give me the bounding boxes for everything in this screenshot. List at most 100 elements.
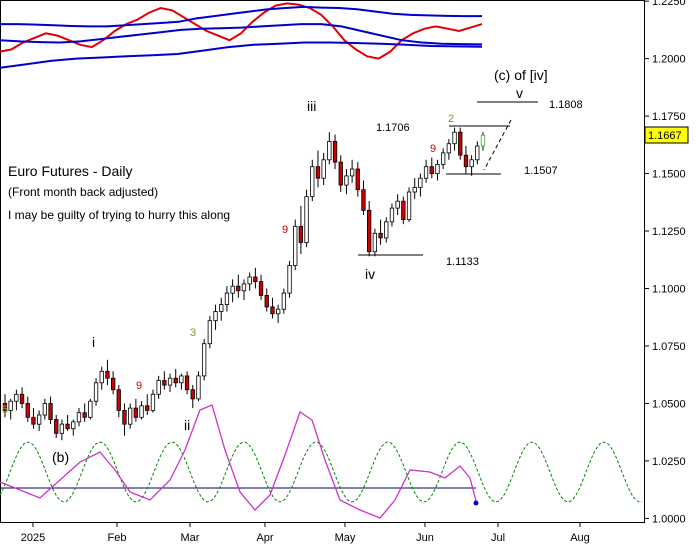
candle	[264, 288, 269, 312]
candle	[475, 141, 480, 165]
candle	[389, 203, 395, 227]
candle	[458, 127, 463, 160]
level-label-1507: 1.1507	[524, 165, 558, 177]
y-tick-label: 1.2000	[652, 54, 686, 66]
candle	[384, 217, 389, 243]
cycle-momentum-line	[0, 404, 477, 519]
candle	[42, 398, 47, 420]
wave-label-v: v	[516, 85, 523, 101]
candle	[401, 196, 406, 225]
wave-label-iv: iv	[365, 266, 375, 282]
candle	[270, 297, 275, 319]
candle	[423, 159, 429, 183]
cycle-endpoint-dot	[473, 500, 479, 506]
count-9-feb: 9	[136, 380, 142, 392]
candle	[105, 359, 110, 386]
candle	[355, 162, 360, 197]
candle	[190, 385, 195, 409]
candle	[241, 279, 247, 301]
note-hurry: I may be guilty of trying to hurry this …	[8, 208, 230, 222]
candle	[366, 201, 372, 257]
candle	[446, 139, 452, 160]
count-3: 3	[190, 327, 196, 339]
candle	[332, 134, 338, 169]
candle	[196, 371, 201, 402]
y-tick-label: 1.0000	[652, 513, 686, 525]
band-envelope-line	[0, 5, 482, 28]
y-tick-label: 1.1750	[652, 111, 686, 123]
y-tick-label: 1.1000	[652, 284, 686, 296]
cycle-projection-line	[0, 441, 643, 503]
wave-label-i: i	[92, 334, 95, 350]
candle	[48, 396, 53, 425]
candle	[122, 403, 127, 436]
candle	[327, 132, 332, 165]
candle	[14, 389, 19, 411]
candle	[287, 260, 292, 298]
note-front-month: (Front month back adjusted)	[8, 185, 158, 199]
candle	[65, 414, 70, 432]
level-label-1808: 1.1808	[549, 99, 583, 111]
x-tick-label: Jul	[491, 532, 505, 544]
candle	[469, 155, 474, 176]
candle	[59, 419, 64, 441]
candle	[219, 297, 224, 321]
y-tick-label: 1.1500	[652, 169, 686, 181]
candle	[258, 274, 264, 301]
candle	[213, 304, 218, 330]
candle	[139, 401, 144, 420]
candle	[201, 339, 207, 381]
wave-label-c-of-iv: (c) of [iv]	[494, 67, 548, 83]
level-label-1133: 1.1133	[446, 256, 479, 268]
candlesticks	[2, 127, 486, 441]
candle	[440, 148, 446, 169]
candle	[452, 127, 457, 151]
candle	[418, 173, 423, 197]
candle	[173, 368, 178, 388]
candle	[372, 228, 378, 257]
candle	[412, 178, 417, 199]
candle	[184, 371, 190, 395]
candle	[321, 152, 326, 186]
count-5: 5	[2, 404, 8, 416]
candle	[224, 286, 230, 312]
candle	[435, 159, 440, 181]
candle	[82, 403, 87, 422]
candle	[8, 398, 13, 420]
candle	[281, 288, 287, 314]
candle	[480, 132, 486, 151]
cycle-oscillator	[0, 404, 643, 519]
candle	[293, 219, 298, 271]
candle	[25, 396, 30, 422]
band-indicator	[0, 2, 483, 69]
candle	[150, 389, 156, 413]
candle	[145, 394, 150, 415]
candle	[37, 410, 42, 432]
candle	[93, 378, 99, 406]
candle	[310, 159, 315, 202]
candle	[179, 373, 184, 390]
candle	[111, 371, 116, 395]
candle	[54, 414, 59, 438]
wave-label-iii: iii	[307, 98, 316, 114]
candle	[31, 408, 36, 429]
candle	[133, 398, 139, 422]
candle	[361, 180, 366, 215]
y-axis-ticks: 1.2250 1.2000 1.1750 1.1500 1.1250 1.1000 1.07…	[644, 0, 686, 525]
last-price-box	[644, 126, 689, 144]
candle	[162, 371, 167, 390]
count-9-jun: 9	[430, 143, 436, 155]
x-axis-labels: 2025 Feb Mar Apr May Jun Jul Aug	[21, 523, 590, 544]
candle	[275, 304, 281, 323]
y-tick-label: 1.0750	[652, 341, 686, 353]
candle	[253, 267, 258, 289]
candle	[429, 157, 434, 179]
candle	[88, 398, 93, 420]
candle	[236, 274, 241, 298]
y-tick-label: 1.2250	[652, 0, 686, 8]
last-price-label: 1.1667	[648, 130, 682, 142]
wedge-projection-line	[483, 119, 512, 171]
level-label-1706: 1.1706	[376, 122, 410, 134]
band-envelope-line	[0, 23, 483, 46]
count-9-apr: 9	[282, 224, 288, 236]
